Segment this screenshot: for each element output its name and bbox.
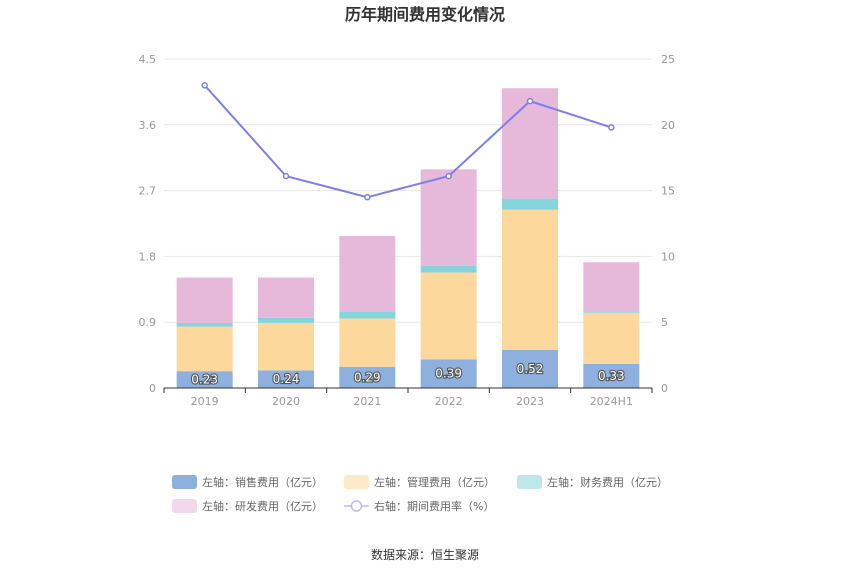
bar-segment	[176, 371, 233, 388]
legend-marker-swatch	[350, 500, 363, 512]
legend-swatch	[172, 499, 197, 513]
bar-segment	[420, 169, 477, 266]
left-axis-tick: 3.6	[139, 119, 157, 132]
legend-label: 右轴：期间费用率（%）	[374, 499, 494, 513]
bar-segment	[258, 370, 314, 388]
legend-label: 左轴：财务费用（亿元）	[547, 475, 668, 489]
line-series	[201, 82, 615, 201]
data-label: 0.52	[517, 362, 544, 376]
bar-segment	[502, 349, 558, 388]
left-axis-tick: 0.9	[139, 316, 157, 329]
bar-segment	[420, 265, 477, 273]
grid	[164, 58, 652, 323]
bar-segment	[583, 363, 640, 388]
legend-label: 左轴：研发费用（亿元）	[202, 499, 323, 513]
bar-segment	[339, 235, 396, 312]
rate-line	[203, 84, 612, 199]
legend-label: 左轴：管理费用（亿元）	[374, 475, 495, 489]
legend-swatch	[344, 475, 369, 489]
rate-point	[201, 82, 208, 89]
data-label: 0.24	[273, 372, 300, 386]
right-axis-tick: 15	[661, 185, 675, 198]
bar-segment	[502, 88, 558, 199]
bar-segment	[502, 198, 558, 210]
bar-segment	[176, 322, 233, 327]
data-labels: 0.23 0.24 0.29 0.39 0.52 0.33	[190, 361, 626, 388]
bar-segment	[583, 311, 640, 313]
bar-segment	[583, 262, 640, 312]
axes: 0 0.9 1.8 2.7 3.6 4.5 0 5 10 15 20 25 2019 2020 2021 20…	[139, 53, 676, 408]
legend: 左轴：销售费用（亿元） 左轴：管理费用（亿元） 左轴：财务费用（亿元） 左轴：研发费用…	[172, 475, 668, 513]
bar-segment	[420, 272, 477, 360]
bar-segment	[258, 317, 314, 323]
rate-point	[364, 193, 371, 201]
x-axis-tick: 2023	[516, 395, 544, 408]
bar-segment	[339, 318, 396, 367]
rate-point	[608, 124, 615, 131]
bar-segment	[339, 311, 396, 319]
bar-segment	[176, 326, 233, 372]
left-axis-tick: 0	[149, 382, 156, 395]
legend-label: 左轴：销售费用（亿元）	[202, 475, 323, 489]
chart-title: 历年期间费用变化情况	[345, 5, 505, 24]
bar-segment	[258, 322, 314, 371]
right-axis-tick: 0	[661, 382, 668, 395]
rate-point	[445, 172, 452, 180]
rate-point	[526, 97, 534, 105]
legend-swatch	[172, 475, 197, 489]
right-axis-tick: 25	[661, 53, 675, 66]
left-axis-tick: 4.5	[139, 53, 157, 66]
data-label: 0.23	[191, 373, 218, 387]
x-axis-tick: 2022	[435, 395, 463, 408]
data-label: 0.33	[598, 369, 625, 383]
right-axis-tick: 10	[661, 250, 675, 263]
x-axis-tick: 2019	[191, 395, 219, 408]
right-axis-tick: 20	[661, 119, 675, 132]
source-text: 数据来源：恒生聚源	[371, 547, 479, 562]
bar-segment	[258, 277, 314, 318]
bar-segment	[420, 359, 477, 388]
bar-segment	[339, 366, 396, 388]
x-axis-tick: 2024H1	[590, 395, 633, 408]
right-axis-tick: 5	[661, 316, 668, 329]
legend-swatch	[517, 475, 542, 489]
bar-series	[176, 88, 640, 388]
bar-segment	[176, 277, 233, 323]
x-axis-tick: 2020	[272, 395, 300, 408]
x-axis-tick: 2021	[353, 395, 381, 408]
rate-point	[282, 172, 290, 180]
left-axis-tick: 1.8	[139, 250, 157, 263]
left-axis-tick: 2.7	[139, 185, 157, 198]
data-label: 0.39	[435, 367, 462, 381]
bar-segment	[502, 209, 558, 350]
bar-segment	[583, 312, 640, 364]
data-label: 0.29	[354, 370, 381, 384]
